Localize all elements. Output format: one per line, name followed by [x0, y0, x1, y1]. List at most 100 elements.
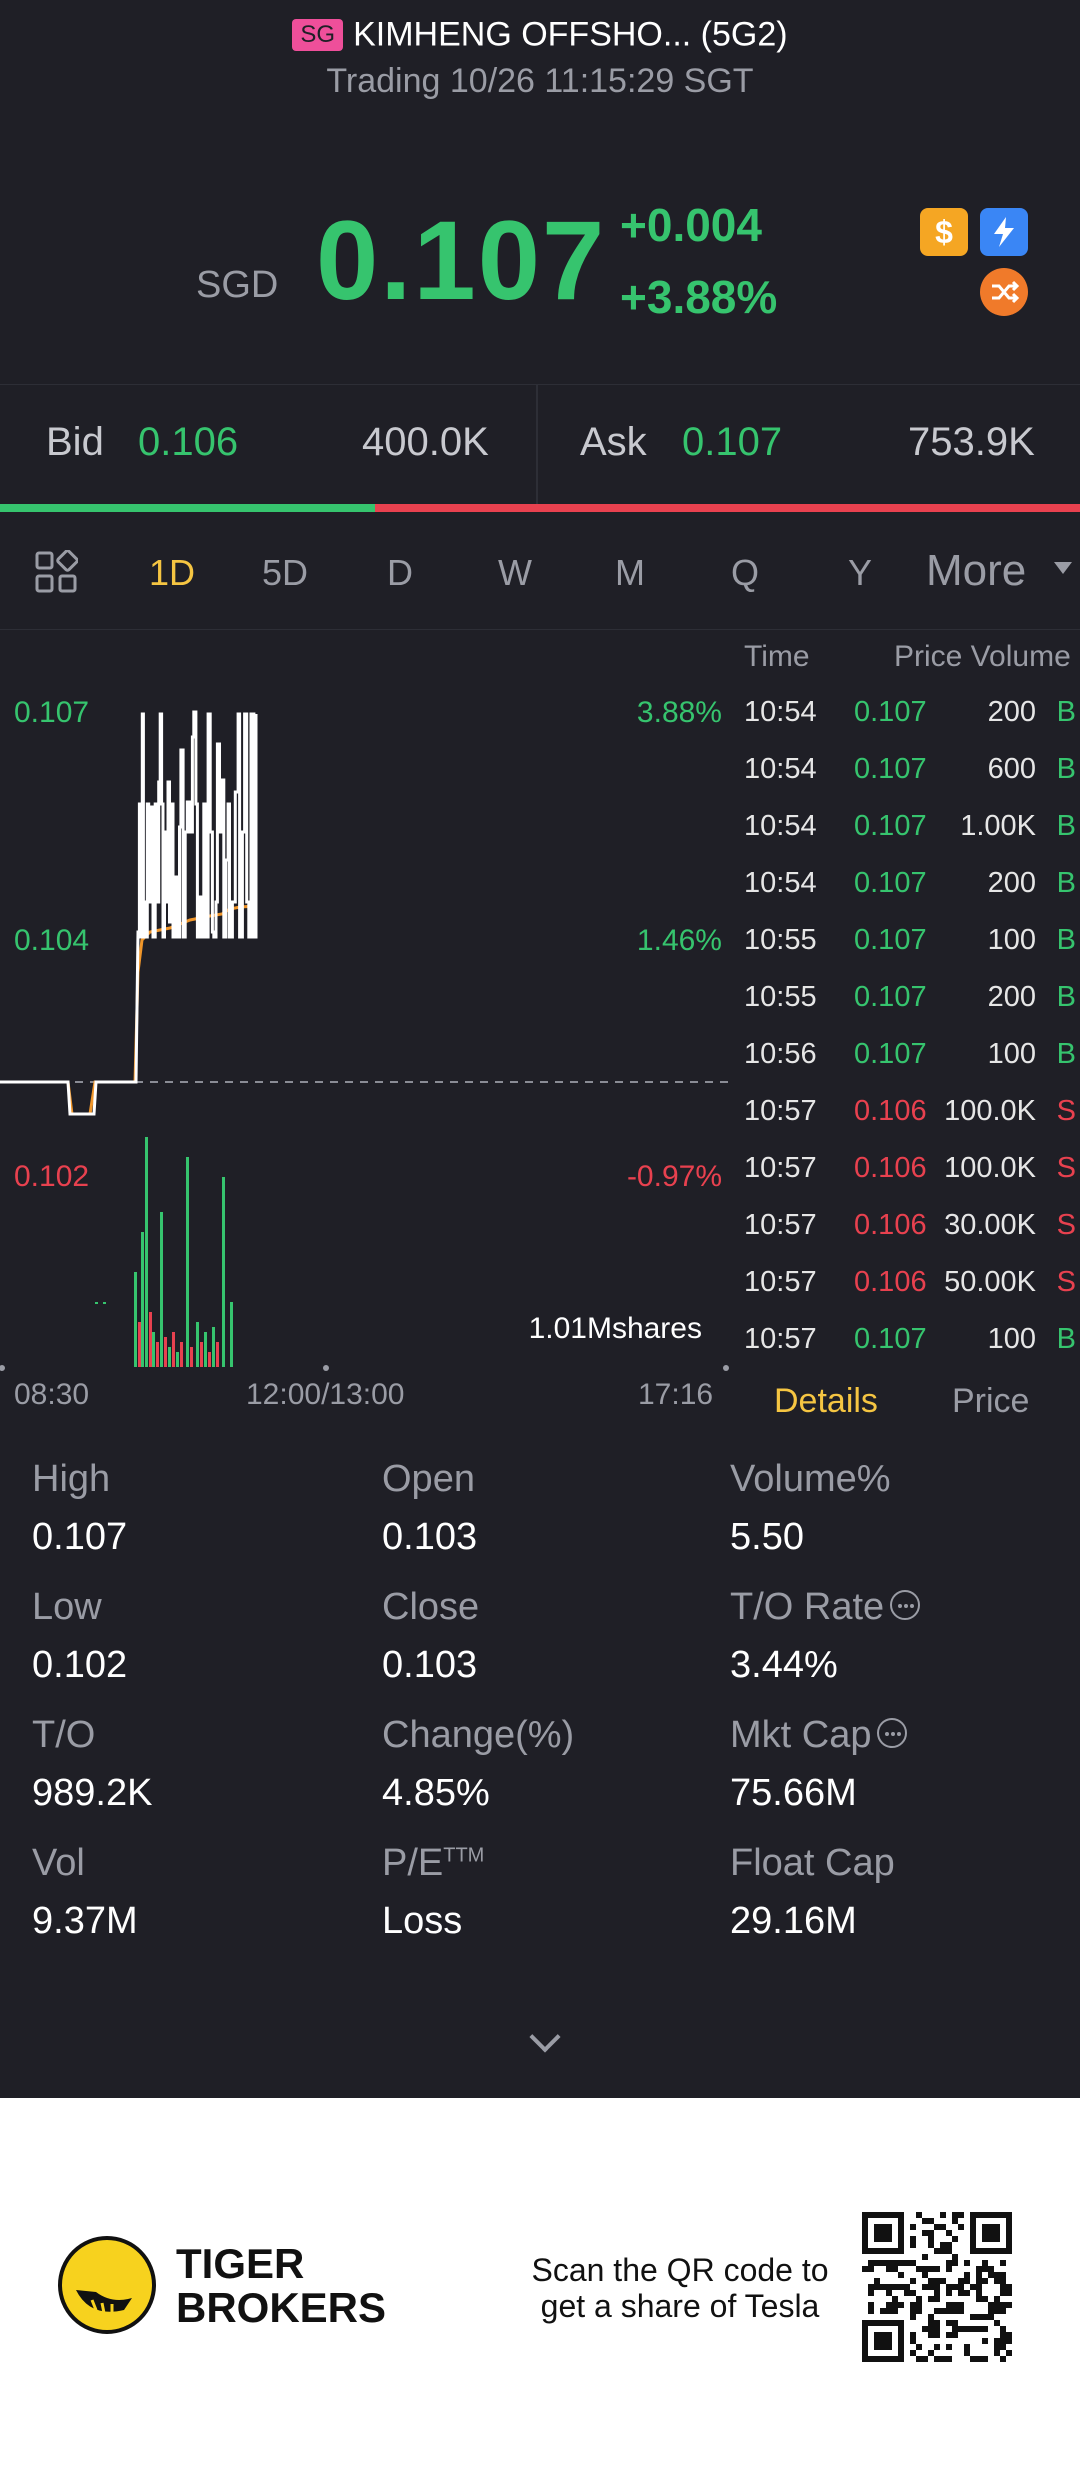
tick-row: 10:56 0.107 100 B: [740, 1026, 1080, 1083]
tick-row: 10:54 0.107 600 B: [740, 741, 1080, 798]
flash-icon[interactable]: [980, 208, 1028, 256]
pct-label-mid: 1.46%: [637, 924, 722, 957]
intraday-chart[interactable]: 0.107 0.104 0.102 3.88% 1.46% -0.97% 1.0…: [0, 632, 730, 1372]
open-label: Open: [382, 1458, 475, 1500]
tick-row: 10:57 0.106 100.0K S: [740, 1083, 1080, 1140]
tick-volume: 100: [987, 1323, 1036, 1355]
tick-side: B: [1056, 1038, 1076, 1070]
tick-price: 0.106: [854, 1209, 927, 1241]
tick-time: 10:54: [744, 810, 817, 842]
tab-1d[interactable]: 1D: [148, 552, 196, 593]
tick-side: B: [1056, 981, 1076, 1013]
tick-row: 10:54 0.107 200 B: [740, 684, 1080, 741]
tick-row: 10:57 0.106 50.00K S: [740, 1254, 1080, 1311]
tick-time: 10:57: [744, 1209, 817, 1241]
x-label-start: 08:30: [14, 1378, 90, 1411]
expand-chevron-icon[interactable]: [529, 2021, 561, 2053]
change-label: Change(%): [382, 1714, 575, 1756]
pe-label: P/E: [382, 1842, 444, 1884]
price-line: [0, 710, 258, 1116]
tick-volume: 200: [987, 867, 1036, 899]
tick-row: 10:54 0.107 1.00K B: [740, 798, 1080, 855]
low-label: Low: [32, 1586, 102, 1628]
scan-line-1: Scan the QR code to: [531, 2252, 829, 2288]
tick-row: 10:57 0.106 100.0K S: [740, 1140, 1080, 1197]
dollar-icon[interactable]: $: [920, 208, 968, 256]
pe-ttm-label: TTM: [443, 1844, 485, 1867]
tick-side: B: [1056, 810, 1076, 842]
tick-side: B: [1056, 1323, 1076, 1355]
tick-side: B: [1056, 753, 1076, 785]
period-tabs: [0, 512, 1080, 630]
tab-d[interactable]: D: [387, 552, 413, 593]
price-change-percent: +3.88%: [620, 271, 778, 323]
tick-side: S: [1056, 1209, 1076, 1241]
tick-row: 10:55 0.107 100 B: [740, 912, 1080, 969]
ask-label: Ask: [580, 420, 647, 464]
tick-volume: 200: [987, 981, 1036, 1013]
tick-time: 10:54: [744, 753, 817, 785]
tick-volume: 100: [987, 1038, 1036, 1070]
tick-volume: 100.0K: [944, 1095, 1036, 1127]
market-badge: SG: [292, 19, 344, 52]
pct-label-high: 3.88%: [637, 696, 722, 729]
y-label-high: 0.107: [14, 696, 89, 729]
market-cap-row[interactable]: Mkt Cap: [730, 1714, 908, 1757]
chevron-down-icon[interactable]: [1054, 562, 1072, 574]
ticks-header-time: Time: [744, 640, 810, 673]
turnover-label: T/O: [32, 1714, 96, 1756]
tab-y[interactable]: Y: [847, 552, 872, 593]
tick-price: 0.107: [854, 867, 927, 899]
tab-q[interactable]: Q: [730, 552, 759, 593]
x-label-end: 17:16: [638, 1378, 714, 1411]
turnover-rate-value: 3.44%: [730, 1644, 838, 1686]
tick-row: 10:55 0.107 200 B: [740, 969, 1080, 1026]
y-label-mid: 0.104: [14, 924, 89, 957]
volume-label: 1.01Mshares: [529, 1312, 702, 1345]
quote-header: [0, 0, 1080, 384]
ask-price: 0.107: [682, 420, 783, 464]
tick-time: 10:55: [744, 924, 817, 956]
tick-price: 0.107: [854, 1038, 927, 1070]
tick-price: 0.107: [854, 696, 927, 728]
pe-value: Loss: [382, 1900, 463, 1942]
last-price: 0.107: [316, 198, 607, 323]
tick-price: 0.107: [854, 981, 927, 1013]
x-label-mid: 12:00/13:00: [246, 1378, 405, 1411]
bid-size: 400.0K: [362, 420, 489, 464]
tick-volume: 1.00K: [960, 810, 1036, 842]
volume-percent-label: Volume%: [730, 1458, 891, 1500]
tick-price: 0.107: [854, 810, 927, 842]
low-value: 0.102: [32, 1644, 128, 1686]
close-label: Close: [382, 1586, 480, 1628]
pe-label-row: P/ETTM: [382, 1842, 484, 1885]
turnover-rate-row[interactable]: T/O Rate: [730, 1586, 921, 1629]
tab-price[interactable]: Price: [952, 1382, 1030, 1420]
high-value: 0.107: [32, 1516, 128, 1558]
market-cap-label: Mkt Cap: [730, 1714, 872, 1756]
tab-w[interactable]: W: [498, 552, 532, 593]
tick-volume: 50.00K: [944, 1266, 1036, 1298]
shuffle-icon[interactable]: [980, 268, 1028, 316]
tab-5d[interactable]: 5D: [261, 552, 309, 593]
indicator-grid-icon[interactable]: [34, 549, 79, 594]
ticks-header-price-volume: Price Volume: [894, 640, 1071, 673]
logo-text-tiger: TIGER: [176, 2240, 305, 2287]
tick-time: 10:54: [744, 696, 817, 728]
logo-text-brokers: BROKERS: [176, 2284, 387, 2331]
tick-side: S: [1056, 1266, 1076, 1298]
tick-row: 10:54 0.107 200 B: [740, 855, 1080, 912]
close-value: 0.103: [382, 1644, 478, 1686]
stock-title-row[interactable]: SG KIMHENG OFFSHO... (5G2): [0, 14, 1080, 55]
bid-price: 0.106: [138, 420, 239, 464]
vol-label: Vol: [32, 1842, 85, 1884]
tab-more[interactable]: More: [926, 546, 1027, 595]
more-info-icon[interactable]: [890, 1589, 921, 1620]
tab-m[interactable]: M: [615, 552, 645, 593]
bid-ask-divider: [536, 384, 538, 504]
tab-details[interactable]: Details: [774, 1382, 878, 1420]
open-value: 0.103: [382, 1516, 478, 1558]
tiger-logo-icon: [58, 2236, 156, 2334]
volume-percent-value: 5.50: [730, 1516, 804, 1558]
more-info-icon[interactable]: [877, 1717, 908, 1748]
